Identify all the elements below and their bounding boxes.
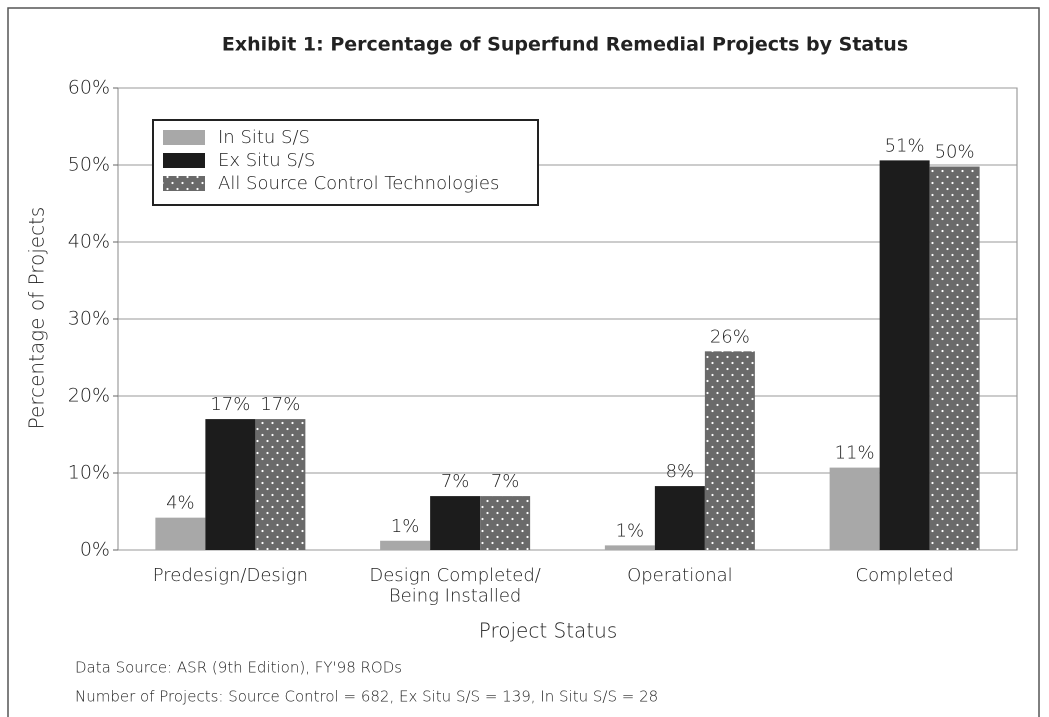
bar [155, 517, 206, 550]
data-label: 51% [885, 135, 925, 156]
data-label: 8% [666, 461, 695, 482]
y-tick-label: 10% [68, 462, 110, 484]
legend-box [152, 119, 539, 206]
data-label: 1% [391, 516, 420, 537]
legend-swatch [163, 176, 205, 191]
legend-label: In Situ S/S [218, 127, 310, 148]
bar [929, 166, 980, 551]
data-label: 4% [166, 493, 195, 514]
bar [654, 486, 705, 550]
bar [255, 419, 306, 550]
y-tick-label: 0% [80, 539, 110, 561]
legend-swatch [163, 153, 205, 168]
legend-label: Ex Situ S/S [218, 150, 315, 171]
bar [879, 160, 930, 550]
data-label: 11% [835, 443, 875, 464]
bar [430, 496, 481, 550]
bar [704, 351, 755, 550]
x-tick-label: Design Completed/Being Installed [369, 565, 540, 607]
y-tick-label: 60% [68, 77, 110, 99]
data-label: 17% [260, 394, 300, 415]
legend-swatch [163, 130, 205, 145]
data-label: 7% [491, 471, 520, 492]
x-tick-label: Operational [627, 565, 733, 586]
y-tick-label: 40% [68, 231, 110, 253]
bar [380, 540, 431, 550]
bar [205, 419, 256, 550]
bar [480, 496, 531, 550]
data-label: 1% [616, 520, 645, 541]
y-axis-label: Percentage of Projects [25, 207, 49, 430]
bar [604, 545, 655, 550]
x-axis-label: Project Status [479, 619, 618, 643]
data-label: 17% [210, 394, 250, 415]
legend-label: All Source Control Technologies [218, 173, 499, 194]
x-tick-label: Completed [856, 565, 954, 586]
frame [7, 7, 1040, 717]
x-tick-label: Predesign/Design [153, 565, 308, 586]
y-tick-label: 50% [68, 154, 110, 176]
data-label: 50% [935, 142, 975, 163]
bar [829, 467, 880, 550]
chart-title: Exhibit 1: Percentage of Superfund Remed… [222, 34, 908, 56]
note: Data Source: ASR (9th Edition), FY'98 RO… [75, 659, 402, 677]
data-label: 7% [441, 471, 470, 492]
data-label: 26% [710, 326, 750, 347]
note: Number of Projects: Source Control = 682… [75, 688, 658, 706]
y-tick-label: 30% [68, 308, 110, 330]
y-tick-label: 20% [68, 385, 110, 407]
